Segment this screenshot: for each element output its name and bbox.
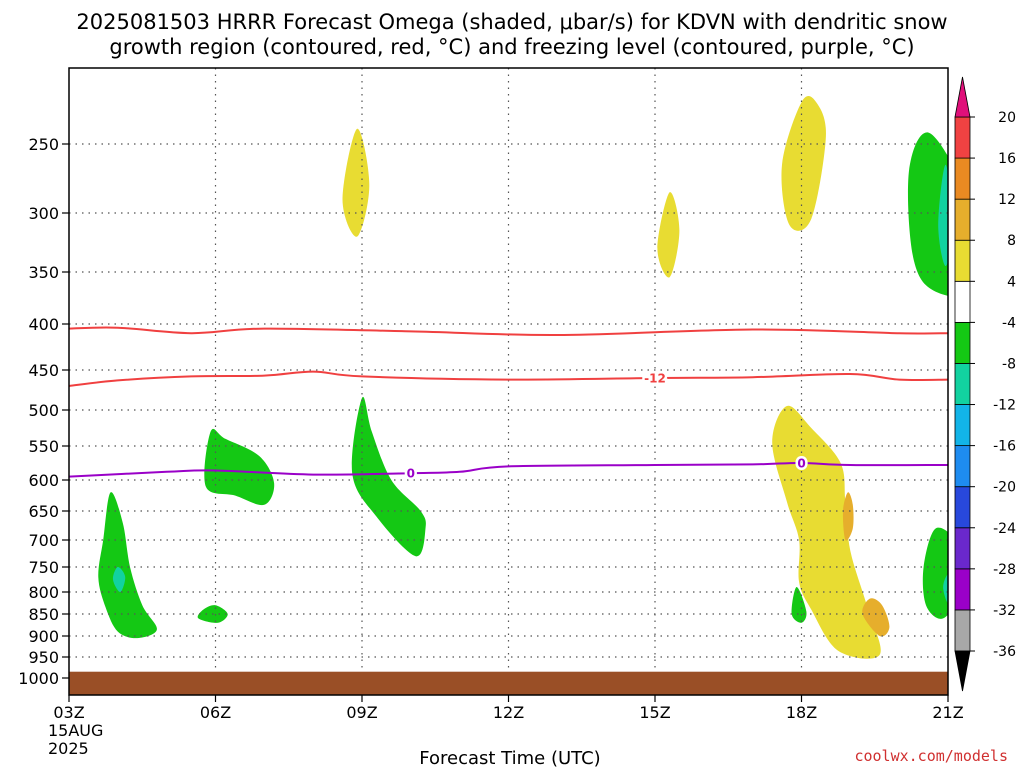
grid-lines <box>69 68 948 695</box>
y-tick-label: 1000 <box>18 669 59 688</box>
colorbar-tick-label: -16 <box>993 439 1016 455</box>
colorbar-tick-label: 8 <box>1007 233 1016 249</box>
omega-region <box>970 394 990 449</box>
contour-lines: -12 0 0 <box>69 326 948 483</box>
colorbar-under-arrow <box>954 650 971 692</box>
credit-text: coolwx.com/models <box>854 747 1008 765</box>
colorbar-swatch <box>954 116 971 159</box>
omega-shading <box>98 96 1000 659</box>
omega-region <box>907 132 948 296</box>
y-tick-label: 800 <box>28 583 59 602</box>
omega-region <box>772 405 881 659</box>
x-tick-label: 09Z <box>346 703 377 722</box>
colorbar-tick-label: -36 <box>993 644 1016 660</box>
colorbar-tick-label: 20 <box>998 110 1016 126</box>
colorbar-tick-label: 16 <box>998 151 1016 167</box>
omega-region <box>204 428 275 506</box>
y-tick-label: 300 <box>28 204 59 223</box>
y-tick-label: 500 <box>28 401 59 420</box>
omega-region <box>862 598 890 637</box>
colorbar-swatch <box>954 198 971 241</box>
omega-region <box>342 128 370 237</box>
colorbar-swatch <box>954 239 971 282</box>
colorbar-tick-label: -8 <box>1002 356 1016 372</box>
colorbar-swatch <box>954 157 971 200</box>
omega-region <box>987 319 1000 370</box>
y-tick-label: 250 <box>28 135 59 154</box>
colorbar-swatch <box>954 568 971 611</box>
x-tick-label: 18Z <box>786 703 817 722</box>
y-tick-label: 350 <box>28 263 59 282</box>
colorbar-tick-label: -4 <box>1002 315 1016 331</box>
x-axis-time: 15AUG 2025 03Z 06Z 09Z 12Z 15Z 18Z 21Z <box>48 695 964 758</box>
y-tick-label: 900 <box>28 627 59 646</box>
y-tick-label: 700 <box>28 531 59 550</box>
colorbar-swatch <box>954 321 971 364</box>
omega-region <box>112 566 126 593</box>
omega-region <box>938 164 948 267</box>
colorbar-tick-label: -12 <box>993 398 1016 414</box>
colorbar-swatch <box>954 527 971 570</box>
chart-title-line2: growth region (contoured, red, °C) and f… <box>109 35 914 59</box>
colorbar: -36 -32 -28 -24 -20 -16 -12 -8 -4 4 8 12 16 20 <box>954 76 1016 692</box>
y-tick-label: 450 <box>28 361 59 380</box>
omega-region <box>781 96 826 231</box>
y-tick-label: 600 <box>28 471 59 490</box>
x-tick-label: 12Z <box>493 703 524 722</box>
ground-below-surface <box>69 671 948 695</box>
omega-region <box>922 527 948 619</box>
colorbar-swatch <box>954 486 971 529</box>
colorbar-tick-label: -32 <box>993 603 1016 619</box>
colorbar-swatch <box>954 280 971 323</box>
x-tick-label: 21Z <box>932 703 963 722</box>
colorbar-tick-label: 12 <box>998 192 1016 208</box>
colorbar-over-arrow <box>954 76 971 118</box>
omega-region <box>657 192 680 278</box>
omega-region <box>943 574 948 603</box>
colorbar-swatch <box>954 404 971 447</box>
y-tick-label: 550 <box>28 437 59 456</box>
omega-region <box>98 492 157 639</box>
plot-area: -12 0 0 <box>68 67 1000 696</box>
omega-region <box>842 492 854 541</box>
y-tick-label: 950 <box>28 648 59 667</box>
freezing-level-line <box>69 461 948 478</box>
colorbar-tick-label: 4 <box>1007 274 1016 290</box>
y-tick-label: 400 <box>28 315 59 334</box>
x-tick-label: 03Z <box>53 703 84 722</box>
colorbar-swatch <box>954 609 971 652</box>
omega-region <box>351 396 426 557</box>
dgz-contour-line <box>69 370 948 387</box>
y-axis-pressure: 250 300 350 400 450 500 550 600 650 700 750 800 850 9… <box>18 135 69 688</box>
colorbar-tick-label: -28 <box>993 562 1016 578</box>
chart-title-line1: 2025081503 HRRR Forecast Omega (shaded, … <box>76 10 947 34</box>
colorbar-swatch <box>954 363 971 405</box>
x-axis-label: Forecast Time (UTC) <box>419 748 600 768</box>
omega-region <box>791 586 807 623</box>
freezing-level-line-label: 0 <box>407 467 415 481</box>
y-tick-label: 750 <box>28 558 59 577</box>
freezing-level-line-label: 0 <box>797 457 805 471</box>
dgz-contour-line <box>69 326 948 337</box>
colorbar-tick-label: -24 <box>993 521 1016 537</box>
dgz-contour-line-label: -12 <box>644 372 666 386</box>
x-tick-label: 06Z <box>200 703 231 722</box>
x-tick-label: 15Z <box>639 703 670 722</box>
x-date-label-line1: 15AUG <box>48 721 103 740</box>
colorbar-swatch <box>954 445 971 488</box>
x-date-label-line2: 2025 <box>48 739 89 758</box>
y-tick-label: 650 <box>28 502 59 521</box>
colorbar-tick-label: -20 <box>993 480 1016 496</box>
y-tick-label: 850 <box>28 605 59 624</box>
